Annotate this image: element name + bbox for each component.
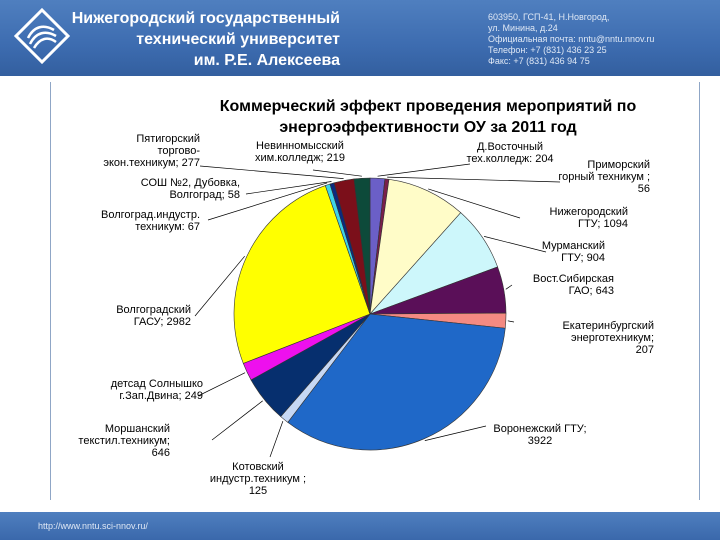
- slice-label-line: 646: [152, 447, 170, 459]
- slice-label-line: текстил.техникум;: [78, 435, 170, 447]
- slice-label-line: Д.Восточный: [477, 141, 543, 153]
- slice-label-line: СОШ №2, Дубовка,: [141, 177, 240, 189]
- slice-label-line: детсад Солнышко: [111, 378, 203, 390]
- slice-label-line: Котовский: [232, 461, 284, 473]
- chart-title-line-2: энергоэффективности ОУ за 2011 год: [279, 119, 576, 136]
- pie-slice: [369, 178, 462, 315]
- slice-label-line: Мурманский: [542, 240, 605, 252]
- slice-label-line: Волгоград.индустр.: [101, 209, 200, 221]
- slice-label-line: горный техникум ;: [558, 171, 650, 183]
- slice-label: Волгоградский ГАСУ; 2982: [116, 304, 191, 328]
- slice-label-line: тех.колледж: 204: [466, 153, 553, 165]
- slice-label-line: Екатеринбургский: [562, 320, 654, 332]
- contact-line: Телефон: +7 (831) 436 23 25: [488, 45, 607, 55]
- leader-line: [377, 163, 471, 177]
- slice-label-line: Пятигорский: [136, 133, 200, 145]
- leader-line: [484, 236, 547, 253]
- frame-rule-left: [50, 82, 51, 500]
- slice-label: Вост.Сибирская ГАО; 643: [533, 273, 614, 297]
- slice-label-line: ГТУ; 1094: [578, 218, 628, 230]
- footer-bar: http://www.nntu.sci-nnov.ru/: [0, 512, 720, 540]
- slice-label: Невинномысский хим.колледж; 219: [255, 140, 345, 164]
- pie-slice: [353, 177, 371, 315]
- slice-label-line: Волгоградский: [116, 304, 191, 316]
- slice-label: Котовский индустр.техникум ; 125: [210, 461, 306, 497]
- leader-line: [199, 165, 344, 179]
- leader-line: [312, 169, 362, 177]
- leader-line: [424, 425, 487, 441]
- slice-label: Волгоград.индустр. техникум: 67: [101, 209, 200, 233]
- leader-line: [207, 182, 328, 221]
- slice-label: Моршанский текстил.техникум; 646: [78, 423, 170, 459]
- slice-label-line: ГТУ; 904: [561, 252, 605, 264]
- slice-label-line: Нижегородский: [550, 206, 628, 218]
- leader-line: [507, 320, 515, 323]
- slice-label-line: г.Зап.Двина; 249: [119, 390, 203, 402]
- slice-label-line: экон.техникум; 277: [103, 157, 200, 169]
- slice-label: Приморский горный техникум ; 56: [558, 159, 650, 195]
- slice-label-line: техникум: 67: [135, 221, 200, 233]
- leader-line: [387, 176, 561, 183]
- university-name-line: им. Р.Е. Алексеева: [193, 52, 340, 69]
- slice-label-line: 207: [636, 344, 654, 356]
- leader-line: [269, 420, 284, 458]
- leader-line: [211, 400, 263, 441]
- university-name-line: Нижегородский государственный: [71, 10, 340, 27]
- slice-label-line: 56: [638, 183, 650, 195]
- slice-label: СОШ №2, Дубовка, Волгоград; 58: [141, 177, 240, 201]
- pie-slice: [287, 313, 506, 451]
- slice-label-line: Приморский: [587, 159, 650, 171]
- slice-label-line: ГАСУ; 2982: [134, 316, 191, 328]
- contact-line: Факс: +7 (831) 436 94 75: [488, 56, 590, 66]
- slice-label-line: Волгоград; 58: [169, 189, 240, 201]
- slice-label: Воронежский ГТУ; 3922: [493, 423, 586, 447]
- slice-label-line: Невинномысский: [256, 140, 344, 152]
- chart-title-line-1: Коммерческий эффект проведения мероприят…: [220, 98, 637, 115]
- university-logo-icon: [14, 8, 70, 64]
- contact-info: 603950, ГСП-41, Н.Новгород, ул. Минина, …: [488, 12, 708, 67]
- slice-label-line: индустр.техникум ;: [210, 473, 306, 485]
- slice-label-line: Воронежский ГТУ;: [493, 423, 586, 435]
- slice-label: детсад Солнышко г.Зап.Двина; 249: [111, 378, 203, 402]
- leader-line: [197, 372, 246, 397]
- footer-url: http://www.nntu.sci-nnov.ru/: [38, 521, 148, 531]
- university-name: Нижегородский государственный технически…: [70, 8, 340, 71]
- pie-slice: [233, 185, 371, 364]
- contact-line: ул. Минина, д.24: [488, 23, 558, 33]
- leader-line: [245, 181, 332, 195]
- slice-label: Д.Восточный тех.колледж: 204: [466, 141, 553, 165]
- slice-label: Пятигорский торгово-экон.техникум; 277: [103, 133, 200, 169]
- slice-label: Нижегородский ГТУ; 1094: [550, 206, 628, 230]
- slice-label-line: Вост.Сибирская: [533, 273, 614, 285]
- header-bar: Нижегородский государственный технически…: [0, 0, 720, 76]
- contact-line: Официальная почта: nntu@nntu.nnov.ru: [488, 34, 655, 44]
- slice-label-line: 3922: [528, 435, 552, 447]
- frame-rule-right: [699, 82, 700, 500]
- slice-label-line: хим.колледж; 219: [255, 152, 345, 164]
- slice-label-line: торгово-: [157, 145, 200, 157]
- slice-label: Мурманский ГТУ; 904: [542, 240, 605, 264]
- slice-label-line: ГАО; 643: [569, 285, 614, 297]
- leader-line: [505, 284, 513, 290]
- leader-line: [428, 188, 521, 219]
- contact-line: 603950, ГСП-41, Н.Новгород,: [488, 12, 610, 22]
- university-name-line: технический университет: [136, 31, 340, 48]
- slice-label-line: Моршанский: [105, 423, 170, 435]
- slice-label-line: 125: [249, 485, 267, 497]
- slice-label: Екатеринбургский энерготехникум; 207: [562, 320, 654, 356]
- slice-label-line: энерготехникум;: [571, 332, 654, 344]
- leader-line: [194, 255, 245, 317]
